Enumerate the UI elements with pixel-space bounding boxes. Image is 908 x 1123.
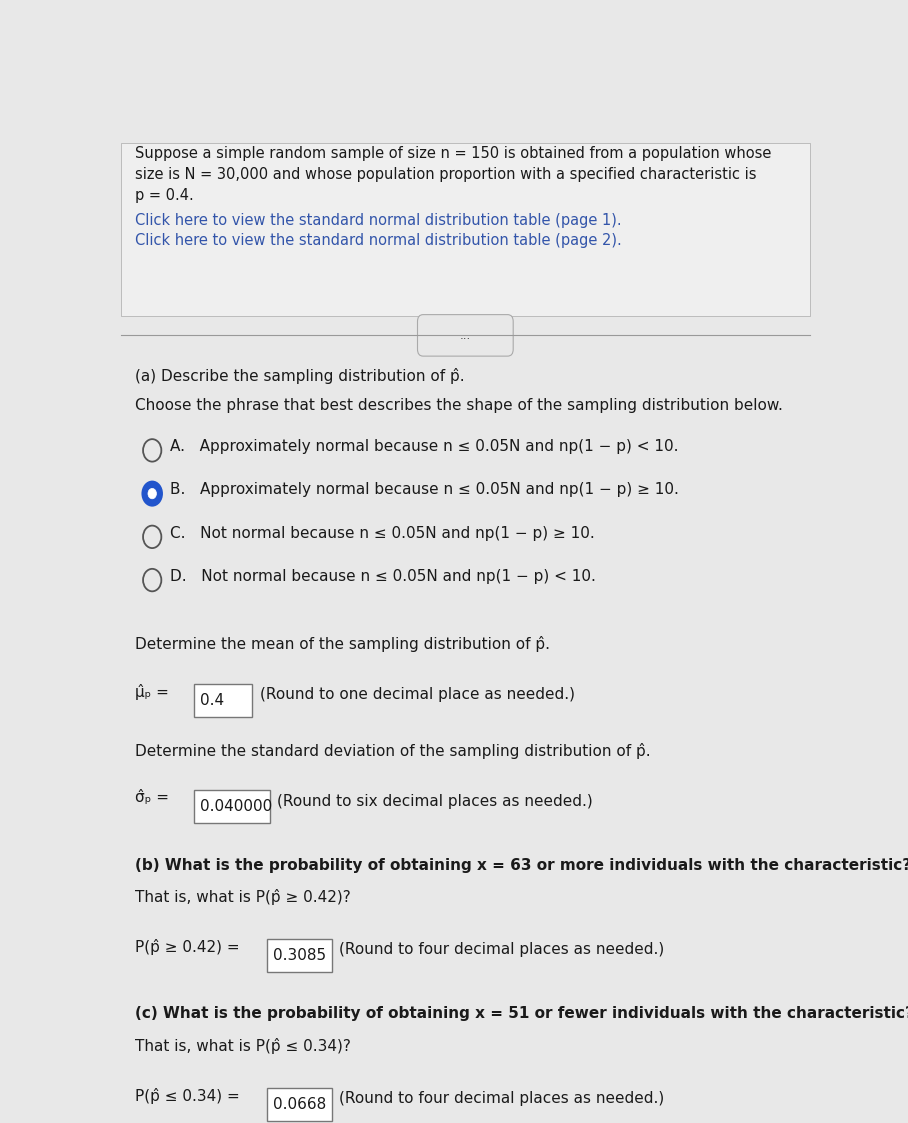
FancyBboxPatch shape [194,791,271,823]
Text: 0.040000: 0.040000 [200,800,272,814]
Circle shape [143,482,162,505]
Text: That is, what is P(p̂ ≤ 0.34)?: That is, what is P(p̂ ≤ 0.34)? [134,1038,350,1053]
FancyBboxPatch shape [121,144,810,317]
FancyBboxPatch shape [194,684,252,716]
Text: (c) What is the probability of obtaining x = 51 or fewer individuals with the ch: (c) What is the probability of obtaining… [134,1006,908,1022]
Text: Determine the mean of the sampling distribution of p̂.: Determine the mean of the sampling distr… [134,637,549,652]
Text: Choose the phrase that best describes the shape of the sampling distribution bel: Choose the phrase that best describes th… [134,398,783,412]
Text: size is N = 30,000 and whose population proportion with a specified characterist: size is N = 30,000 and whose population … [134,166,756,182]
Text: Click here to view the standard normal distribution table (page 1).: Click here to view the standard normal d… [134,212,621,228]
FancyBboxPatch shape [418,314,513,356]
Text: (b) What is the probability of obtaining x = 63 or more individuals with the cha: (b) What is the probability of obtaining… [134,858,908,873]
Text: 0.3085: 0.3085 [272,948,326,962]
Text: A.   Approximately normal because n ≤ 0.05N and np(1 − p) < 10.: A. Approximately normal because n ≤ 0.05… [170,439,678,454]
Text: (Round to four decimal places as needed.): (Round to four decimal places as needed.… [339,942,664,958]
Text: P(p̂ ≥ 0.42) =: P(p̂ ≥ 0.42) = [134,939,244,955]
Text: B.   Approximately normal because n ≤ 0.05N and np(1 − p) ≥ 10.: B. Approximately normal because n ≤ 0.05… [170,483,678,497]
Text: 0.0668: 0.0668 [272,1096,326,1112]
Text: P(p̂ ≤ 0.34) =: P(p̂ ≤ 0.34) = [134,1088,244,1104]
Text: μ̂ₚ =: μ̂ₚ = [134,684,173,700]
Circle shape [148,489,156,499]
Text: That is, what is P(p̂ ≥ 0.42)?: That is, what is P(p̂ ≥ 0.42)? [134,888,350,905]
Text: (Round to one decimal place as needed.): (Round to one decimal place as needed.) [260,687,575,702]
Text: Suppose a simple random sample of size n = 150 is obtained from a population who: Suppose a simple random sample of size n… [134,146,771,161]
FancyBboxPatch shape [267,1088,331,1121]
Text: C.   Not normal because n ≤ 0.05N and np(1 − p) ≥ 10.: C. Not normal because n ≤ 0.05N and np(1… [170,526,595,540]
Text: Determine the standard deviation of the sampling distribution of p̂.: Determine the standard deviation of the … [134,742,650,759]
Text: 0.4: 0.4 [200,693,224,707]
Text: (Round to four decimal places as needed.): (Round to four decimal places as needed.… [339,1092,664,1106]
Text: ...: ... [459,329,471,341]
FancyBboxPatch shape [267,939,331,971]
Text: Click here to view the standard normal distribution table (page 2).: Click here to view the standard normal d… [134,234,621,248]
Text: (Round to six decimal places as needed.): (Round to six decimal places as needed.) [278,794,593,809]
Text: D.   Not normal because n ≤ 0.05N and np(1 − p) < 10.: D. Not normal because n ≤ 0.05N and np(1… [170,569,596,584]
Text: (a) Describe the sampling distribution of p̂.: (a) Describe the sampling distribution o… [134,368,464,384]
Text: p = 0.4.: p = 0.4. [134,188,193,202]
Text: σ̂ₚ =: σ̂ₚ = [134,791,173,805]
